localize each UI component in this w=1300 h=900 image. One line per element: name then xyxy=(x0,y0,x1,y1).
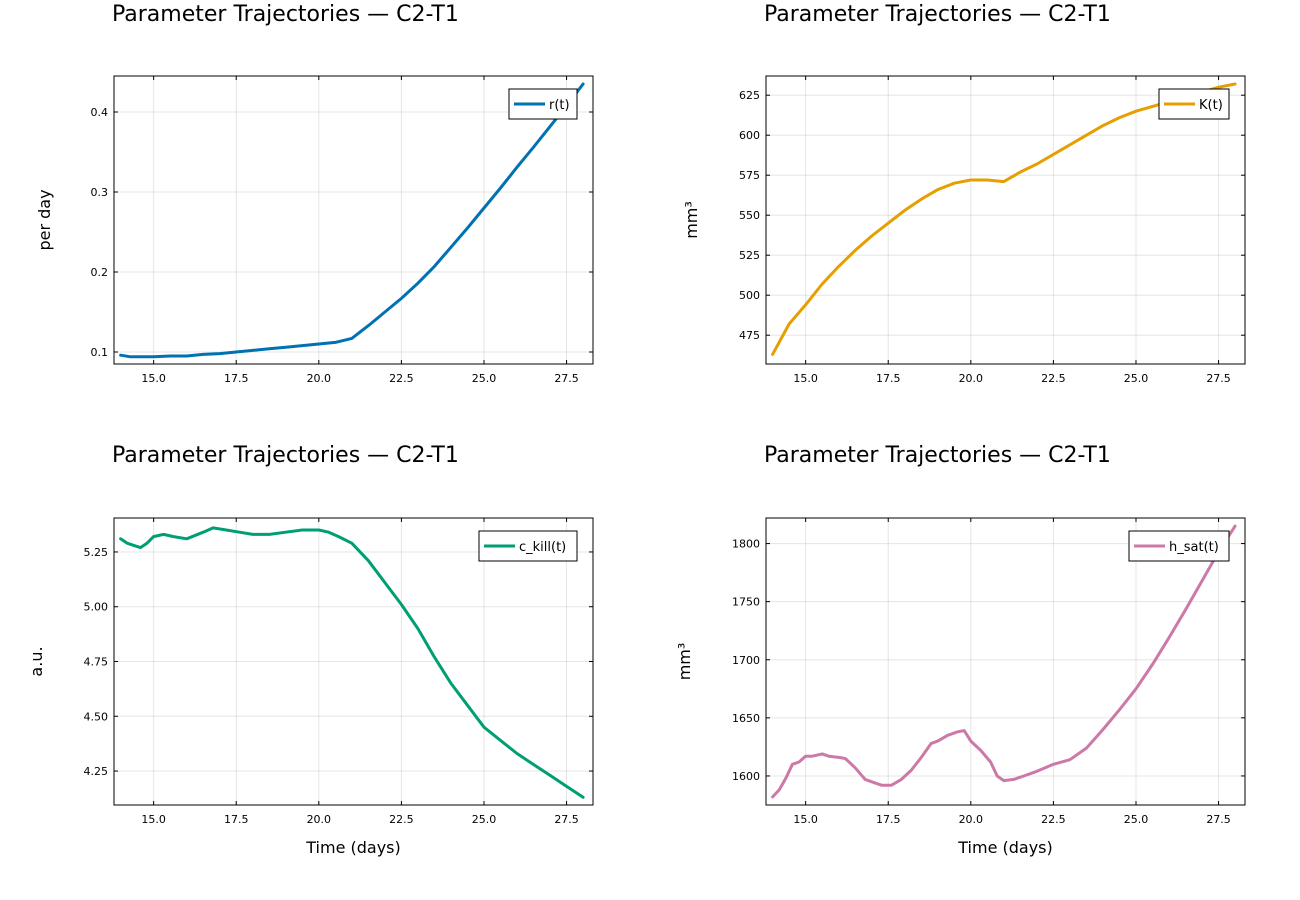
y-tick-label: 4.25 xyxy=(84,765,109,778)
chart-title: Parameter Trajectories — C2-T1 xyxy=(764,2,1111,27)
series-line-1 xyxy=(119,526,585,799)
y-axis-label: a.u. xyxy=(27,646,46,676)
y-tick-label: 1700 xyxy=(732,654,760,667)
chart-title: Parameter Trajectories — C2-T1 xyxy=(112,443,459,468)
y-tick-label: 0.2 xyxy=(91,266,109,279)
x-tick-label: 27.5 xyxy=(1206,372,1231,385)
plot-frame xyxy=(765,517,1246,806)
x-axis-label: Time (days) xyxy=(305,838,401,857)
x-tick-label: 25.0 xyxy=(472,813,497,826)
y-tick-label: 4.50 xyxy=(84,710,109,723)
y-tick-label: 1750 xyxy=(732,596,760,609)
x-axis-label: Time (days) xyxy=(957,838,1053,857)
legend-label: r(t) xyxy=(549,98,570,113)
x-tick-label: 20.0 xyxy=(307,372,332,385)
x-tick-label: 17.5 xyxy=(876,372,901,385)
y-tick-label: 1600 xyxy=(732,770,760,783)
x-tick-label: 22.5 xyxy=(389,372,414,385)
x-tick-label: 20.0 xyxy=(307,813,332,826)
y-tick-label: 525 xyxy=(739,249,760,262)
y-tick-label: 0.3 xyxy=(91,186,109,199)
y-tick-label: 5.25 xyxy=(84,546,109,559)
legend-label: c_kill(t) xyxy=(519,540,566,555)
series-line-1 xyxy=(119,82,585,359)
x-tick-label: 17.5 xyxy=(876,813,901,826)
x-tick-label: 22.5 xyxy=(389,813,414,826)
plot-frame xyxy=(113,75,594,365)
y-tick-label: 5.00 xyxy=(84,601,109,614)
y-tick-label: 4.75 xyxy=(84,656,109,669)
y-tick-label: 475 xyxy=(739,329,760,342)
x-tick-label: 20.0 xyxy=(959,813,984,826)
legend-label: K(t) xyxy=(1199,98,1223,113)
x-tick-label: 15.0 xyxy=(793,372,818,385)
y-tick-label: 625 xyxy=(739,89,760,102)
x-tick-label: 20.0 xyxy=(959,372,984,385)
x-tick-label: 15.0 xyxy=(141,372,166,385)
x-tick-label: 25.0 xyxy=(472,372,497,385)
plot-frame xyxy=(765,75,1246,365)
x-tick-label: 22.5 xyxy=(1041,813,1066,826)
x-tick-label: 25.0 xyxy=(1124,813,1149,826)
x-tick-label: 15.0 xyxy=(793,813,818,826)
x-tick-label: 27.5 xyxy=(554,813,579,826)
subplot-3: 15.0 17.5 20.0 22.5 25.0 27.5 4.25 4.50 4.75 5.00… xyxy=(27,443,594,857)
x-tick-label: 22.5 xyxy=(1041,372,1066,385)
y-axis-label: per day xyxy=(35,189,54,250)
y-tick-label: 0.4 xyxy=(91,106,109,119)
chart-title: Parameter Trajectories — C2-T1 xyxy=(112,2,459,27)
series-line-1 xyxy=(771,524,1237,799)
x-tick-label: 17.5 xyxy=(224,372,249,385)
y-tick-label: 575 xyxy=(739,169,760,182)
y-tick-label: 0.1 xyxy=(91,346,109,359)
x-tick-label: 15.0 xyxy=(141,813,166,826)
x-tick-label: 17.5 xyxy=(224,813,249,826)
subplot-4: 15.0 17.5 20.0 22.5 25.0 27.5 1600 1650 1700 1750… xyxy=(675,443,1246,857)
y-tick-label: 550 xyxy=(739,209,760,222)
legend-label: h_sat(t) xyxy=(1169,540,1219,555)
y-tick-label: 1800 xyxy=(732,538,760,551)
x-tick-label: 27.5 xyxy=(554,372,579,385)
series-line-1 xyxy=(771,82,1237,356)
y-tick-label: 500 xyxy=(739,289,760,302)
y-tick-label: 600 xyxy=(739,129,760,142)
x-tick-label: 25.0 xyxy=(1124,372,1149,385)
subplot-1: 15.0 17.5 20.0 22.5 25.0 27.5 0.1 0.2 0.3 0.4 Para… xyxy=(35,2,594,385)
y-axis-label: mm³ xyxy=(675,643,694,681)
chart-title: Parameter Trajectories — C2-T1 xyxy=(764,443,1111,468)
y-axis-label: mm³ xyxy=(682,201,701,239)
y-tick-label: 1650 xyxy=(732,712,760,725)
subplot-2: 15.0 17.5 20.0 22.5 25.0 27.5 475 500 525 550 575 6… xyxy=(682,2,1246,385)
x-tick-label: 27.5 xyxy=(1206,813,1231,826)
